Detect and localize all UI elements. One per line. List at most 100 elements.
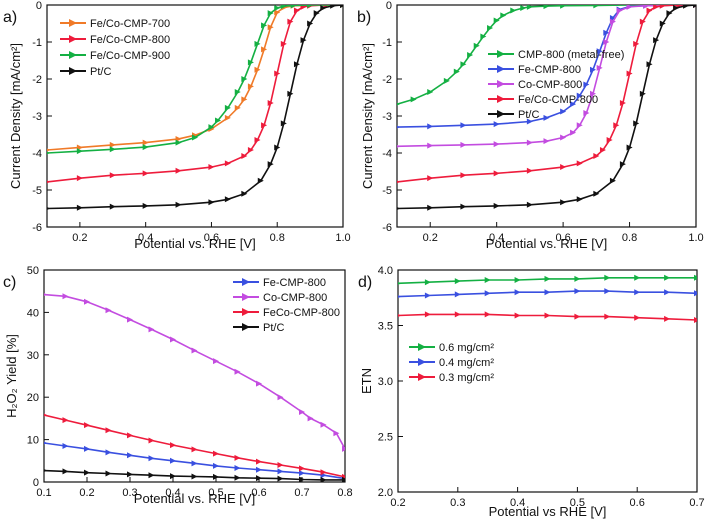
- data-point: [76, 204, 83, 211]
- legend-swatch-marker: [418, 358, 426, 366]
- data-point: [653, 37, 660, 44]
- x-tick-label: 0.5: [570, 497, 585, 509]
- data-point: [267, 10, 274, 17]
- data-point: [213, 462, 219, 469]
- data-point: [473, 42, 480, 49]
- data-point: [603, 39, 610, 45]
- y-tick-label: -6: [32, 222, 42, 234]
- data-point: [320, 469, 327, 476]
- data-point: [484, 311, 491, 318]
- data-point: [76, 148, 83, 155]
- data-point: [633, 40, 640, 47]
- x-tick-label: 0.5: [208, 487, 223, 499]
- data-point: [626, 5, 633, 10]
- data-point: [62, 468, 69, 475]
- data-point: [44, 469, 47, 473]
- data-point: [646, 7, 653, 14]
- data-point: [398, 281, 401, 285]
- series-2: [47, 5, 343, 155]
- legend: Fe-CMP-800 Co-CMP-800 FeCo-CMP-800 Pt/C: [233, 277, 340, 334]
- data-point: [254, 66, 261, 73]
- data-point: [664, 315, 671, 322]
- data-point: [105, 470, 112, 477]
- legend-label: 0.4 mg/cm²: [439, 357, 494, 369]
- data-point: [290, 5, 297, 9]
- data-point: [634, 314, 641, 321]
- data-point: [427, 123, 434, 130]
- data-point: [274, 5, 281, 11]
- series-1: [47, 5, 343, 184]
- data-point: [256, 458, 262, 465]
- data-point: [208, 199, 215, 206]
- x-tick-label: 1.0: [688, 232, 703, 244]
- data-point: [526, 167, 533, 174]
- data-point: [330, 5, 337, 9]
- legend-label: Fe/Co-CMP-800: [518, 94, 598, 106]
- legend-swatch-marker: [242, 308, 250, 316]
- data-point: [646, 61, 653, 68]
- data-point: [307, 5, 314, 8]
- data-point: [84, 469, 90, 476]
- data-point: [397, 102, 400, 106]
- data-point: [234, 368, 241, 375]
- data-point: [397, 125, 400, 129]
- data-point: [639, 18, 646, 25]
- data-point: [427, 88, 434, 95]
- legend-label: Fe-CMP-800: [518, 64, 581, 76]
- data-point: [626, 70, 633, 77]
- data-point: [424, 292, 431, 299]
- data-point: [603, 29, 610, 36]
- data-point: [544, 312, 551, 319]
- legend-swatch-marker: [242, 278, 250, 286]
- data-point: [213, 450, 219, 457]
- data-point: [427, 175, 434, 182]
- data-point: [267, 100, 274, 107]
- data-point: [544, 275, 551, 282]
- data-point: [333, 430, 340, 437]
- data-point: [604, 288, 611, 295]
- data-point: [170, 473, 176, 480]
- data-point: [574, 288, 581, 295]
- data-point: [659, 5, 666, 9]
- data-point: [664, 289, 671, 296]
- legend-label: Pt/C: [90, 66, 111, 78]
- legend-label: Pt/C: [518, 109, 539, 121]
- data-point: [274, 144, 281, 151]
- data-point: [460, 61, 467, 68]
- data-point: [277, 475, 284, 482]
- legend-label: Fe/Co-CMP-800: [90, 34, 170, 46]
- data-point: [467, 51, 474, 58]
- data-point: [257, 177, 264, 184]
- data-point: [487, 24, 494, 31]
- data-point: [480, 33, 487, 40]
- data-point: [84, 298, 90, 305]
- data-point: [526, 118, 533, 125]
- x-tick-label: 0.3: [122, 487, 137, 499]
- data-point: [454, 311, 461, 318]
- legend-swatch-marker: [497, 110, 505, 118]
- x-tick-label: 0.2: [72, 232, 87, 244]
- data-point: [460, 122, 467, 129]
- x-tick-label: 0.4: [165, 487, 180, 499]
- x-tick-label: 0.6: [204, 232, 219, 244]
- data-point: [274, 70, 281, 77]
- data-point: [300, 37, 307, 44]
- data-point: [526, 139, 533, 146]
- data-point: [544, 289, 551, 296]
- data-point: [609, 177, 616, 184]
- panel-label: b): [357, 9, 371, 26]
- data-point: [274, 9, 281, 16]
- legend-swatch-marker: [418, 373, 426, 381]
- y-axis-label: Current Density [mA/cm²]: [8, 43, 23, 189]
- data-point: [514, 276, 521, 283]
- legend-swatch-marker: [497, 50, 505, 58]
- data-point: [175, 167, 182, 174]
- x-tick-label: 0.4: [138, 232, 153, 244]
- data-point: [526, 201, 533, 208]
- data-point: [313, 10, 320, 17]
- data-point: [234, 104, 241, 111]
- data-point: [109, 141, 116, 148]
- data-point: [493, 121, 500, 128]
- x-axis-label: Potential vs. RHE [V]: [134, 491, 255, 506]
- data-point: [234, 88, 241, 95]
